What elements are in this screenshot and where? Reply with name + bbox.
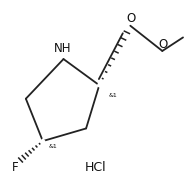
Text: NH: NH	[54, 42, 71, 55]
Text: &1: &1	[109, 93, 117, 98]
Text: F: F	[12, 161, 19, 174]
Text: O: O	[127, 12, 136, 25]
Text: O: O	[159, 38, 168, 51]
Text: &1: &1	[49, 144, 57, 149]
Text: HCl: HCl	[85, 161, 106, 174]
